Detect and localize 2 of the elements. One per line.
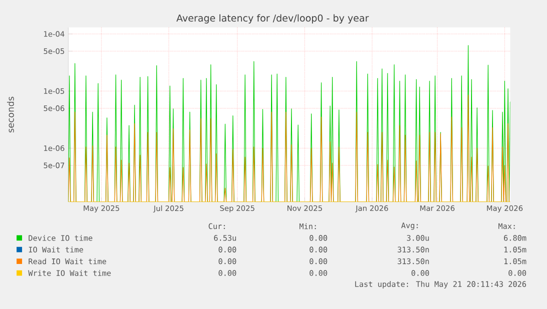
chart-title: Average latency for /dev/loop0 - by year (176, 14, 369, 24)
y-axis-title: seconds (7, 96, 14, 132)
